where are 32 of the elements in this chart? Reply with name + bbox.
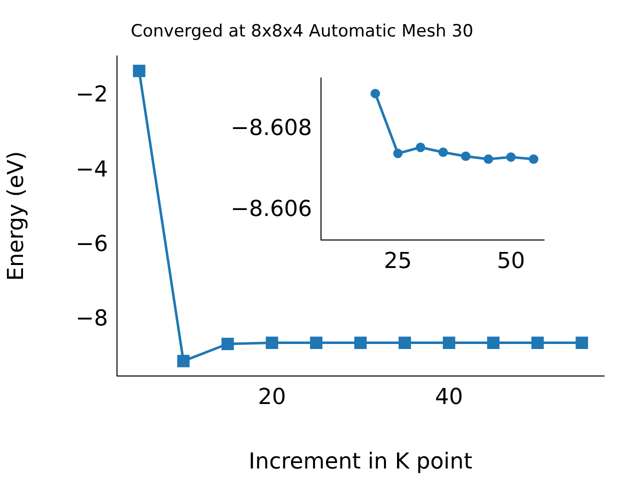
x-tick-label: 25 — [384, 248, 412, 274]
point — [442, 336, 456, 349]
point — [310, 336, 322, 349]
y-tick-label: −4 — [76, 157, 108, 182]
y-tick-label: −2 — [76, 82, 108, 108]
point — [370, 88, 380, 98]
y-tick-label: −8.608 — [230, 116, 312, 141]
point — [460, 152, 470, 162]
point — [576, 336, 588, 349]
y-tick-label: −6 — [76, 232, 108, 258]
y-tick-label: −8 — [76, 306, 108, 332]
point — [398, 336, 411, 349]
chart-title: Converged at 8x8x4 Automatic Mesh 30 — [130, 22, 474, 42]
point — [487, 336, 500, 349]
point — [484, 154, 494, 164]
point — [393, 148, 403, 158]
point — [354, 336, 367, 349]
x-axis-title: Increment in K point — [248, 450, 473, 475]
x-tick-label: 40 — [435, 384, 464, 410]
x-tick-label: 50 — [496, 248, 525, 274]
point — [506, 152, 516, 162]
y-tick-label: −8.606 — [230, 196, 312, 222]
point — [528, 154, 538, 164]
point — [266, 336, 278, 349]
point — [416, 142, 426, 152]
x-tick-label: 20 — [258, 384, 286, 410]
point — [177, 354, 190, 368]
point — [132, 64, 146, 78]
y-axis-title: Energy (eV) — [4, 151, 29, 281]
point — [221, 338, 234, 350]
point — [531, 336, 544, 349]
point — [438, 147, 448, 157]
